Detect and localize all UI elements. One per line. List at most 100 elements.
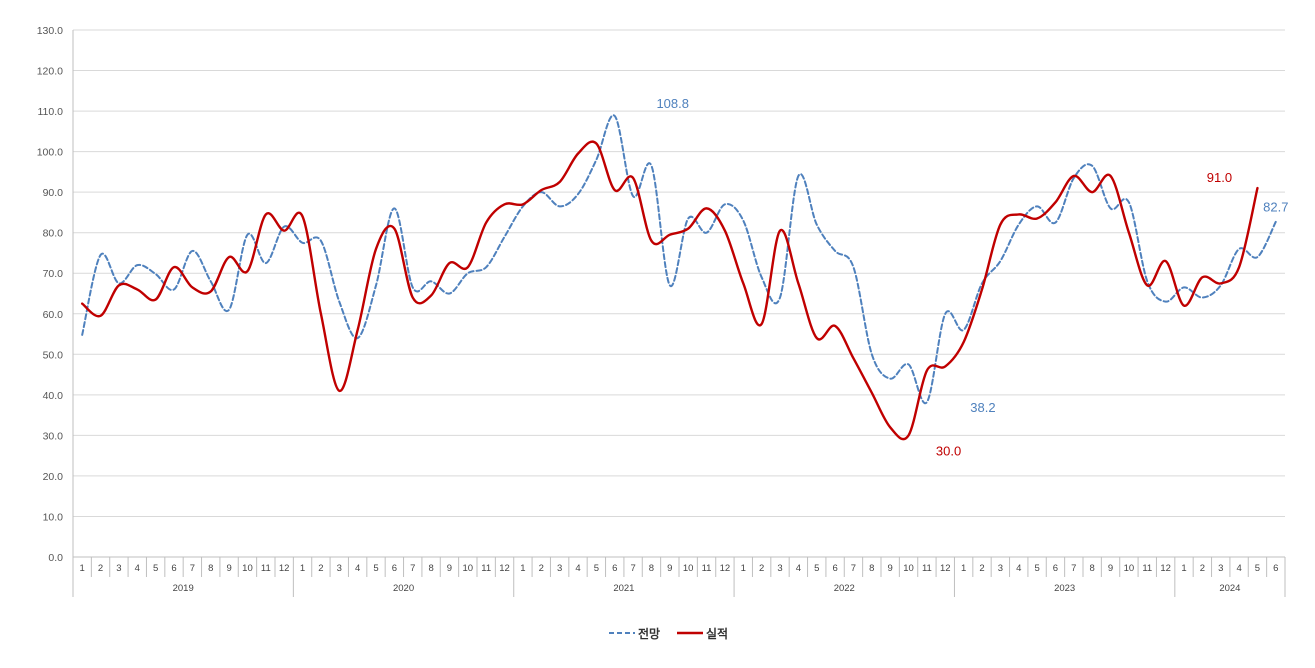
month-tick-label: 12 xyxy=(279,563,290,574)
month-tick-label: 1 xyxy=(80,563,85,574)
series-line-forecast xyxy=(81,114,1277,405)
data-label: 108.8 xyxy=(656,96,689,111)
month-tick-label: 2 xyxy=(318,563,323,574)
month-tick-label: 4 xyxy=(135,563,140,574)
month-tick-label: 4 xyxy=(796,563,801,574)
month-tick-label: 3 xyxy=(116,563,121,574)
legend-label-actual: 실적 xyxy=(706,626,728,641)
month-tick-label: 8 xyxy=(428,563,433,574)
month-tick-label: 1 xyxy=(520,563,525,574)
month-tick-label: 9 xyxy=(888,563,893,574)
year-tick-label: 2023 xyxy=(1054,583,1075,594)
series-line-actual xyxy=(80,140,1259,441)
month-tick-label: 11 xyxy=(1142,563,1152,574)
month-tick-label: 12 xyxy=(499,563,510,574)
month-tick-label: 7 xyxy=(190,563,195,574)
month-tick-label: 5 xyxy=(594,563,599,574)
month-tick-label: 10 xyxy=(242,563,253,574)
month-tick-label: 11 xyxy=(702,563,712,574)
month-tick-label: 7 xyxy=(851,563,856,574)
month-tick-label: 4 xyxy=(575,563,580,574)
y-tick-label: 20.0 xyxy=(43,471,64,483)
month-tick-label: 6 xyxy=(171,563,176,574)
month-tick-label: 3 xyxy=(557,563,562,574)
month-tick-label: 12 xyxy=(720,563,731,574)
legend: 전망 실적 xyxy=(609,626,728,641)
year-tick-label: 2020 xyxy=(393,583,414,594)
month-tick-label: 4 xyxy=(1016,563,1021,574)
y-tick-label: 110.0 xyxy=(38,106,64,118)
month-tick-label: 6 xyxy=(612,563,617,574)
data-label: 91.0 xyxy=(1207,170,1232,185)
month-tick-label: 6 xyxy=(392,563,397,574)
month-tick-label: 3 xyxy=(777,563,782,574)
month-tick-label: 10 xyxy=(903,563,914,574)
y-tick-label: 10.0 xyxy=(43,511,64,523)
month-tick-label: 11 xyxy=(922,563,932,574)
month-tick-label: 8 xyxy=(1090,563,1095,574)
month-tick-label: 5 xyxy=(373,563,378,574)
data-label: 82.7 xyxy=(1263,200,1288,215)
month-tick-label: 10 xyxy=(1124,563,1135,574)
month-tick-label: 5 xyxy=(1255,563,1260,574)
y-tick-label: 30.0 xyxy=(43,430,64,442)
legend-label-forecast: 전망 xyxy=(638,626,660,641)
month-tick-label: 2 xyxy=(979,563,984,574)
month-tick-label: 9 xyxy=(447,563,452,574)
month-tick-label: 12 xyxy=(940,563,951,574)
month-tick-label: 8 xyxy=(869,563,874,574)
y-tick-label: 120.0 xyxy=(37,66,63,78)
month-tick-label: 9 xyxy=(667,563,672,574)
year-tick-label: 2019 xyxy=(173,583,194,594)
y-tick-label: 100.0 xyxy=(37,147,63,159)
month-tick-label: 6 xyxy=(1273,563,1278,574)
data-labels: 108.8 38.2 82.7 30.0 91.0 xyxy=(656,96,1288,458)
series-lines xyxy=(80,114,1277,441)
month-tick-label: 1 xyxy=(741,563,746,574)
y-tick-label: 40.0 xyxy=(43,390,64,402)
month-tick-label: 6 xyxy=(832,563,837,574)
y-tick-label: 90.0 xyxy=(43,187,64,199)
month-tick-label: 5 xyxy=(153,563,158,574)
data-label: 38.2 xyxy=(970,400,995,415)
month-tick-label: 11 xyxy=(261,563,271,574)
month-tick-label: 4 xyxy=(355,563,360,574)
month-tick-label: 9 xyxy=(226,563,231,574)
y-tick-label: 70.0 xyxy=(43,268,64,280)
month-tick-label: 11 xyxy=(481,563,491,574)
month-tick-label: 7 xyxy=(630,563,635,574)
y-tick-label: 50.0 xyxy=(43,349,64,361)
y-tick-label: 0.0 xyxy=(48,552,63,564)
month-tick-label: 1 xyxy=(1181,563,1186,574)
year-tick-label: 2022 xyxy=(834,583,855,594)
month-tick-label: 2 xyxy=(1200,563,1205,574)
month-tick-label: 7 xyxy=(410,563,415,574)
month-tick-label: 7 xyxy=(1071,563,1076,574)
month-tick-label: 3 xyxy=(1218,563,1223,574)
y-tick-label: 130.0 xyxy=(37,25,63,37)
month-tick-label: 10 xyxy=(463,563,474,574)
month-tick-label: 3 xyxy=(337,563,342,574)
month-tick-label: 5 xyxy=(814,563,819,574)
year-tick-label: 2024 xyxy=(1219,583,1240,594)
month-tick-label: 1 xyxy=(300,563,305,574)
month-tick-label: 9 xyxy=(1108,563,1113,574)
month-tick-label: 8 xyxy=(649,563,654,574)
month-tick-label: 10 xyxy=(683,563,694,574)
y-axis: 0.0 10.0 20.0 30.0 40.0 50.0 60.0 70.0 80.0 90.0 1… xyxy=(37,25,74,564)
y-tick-label: 60.0 xyxy=(43,309,64,321)
month-tick-label: 1 xyxy=(961,563,966,574)
data-label: 30.0 xyxy=(936,443,961,458)
month-tick-label: 4 xyxy=(1236,563,1241,574)
month-tick-label: 6 xyxy=(1053,563,1058,574)
month-tick-label: 12 xyxy=(1160,563,1171,574)
month-tick-label: 2 xyxy=(539,563,544,574)
month-tick-label: 2 xyxy=(98,563,103,574)
y-tick-label: 80.0 xyxy=(43,228,64,240)
month-tick-label: 3 xyxy=(998,563,1003,574)
month-tick-label: 5 xyxy=(1034,563,1039,574)
month-tick-label: 8 xyxy=(208,563,213,574)
year-tick-label: 2021 xyxy=(613,583,634,594)
